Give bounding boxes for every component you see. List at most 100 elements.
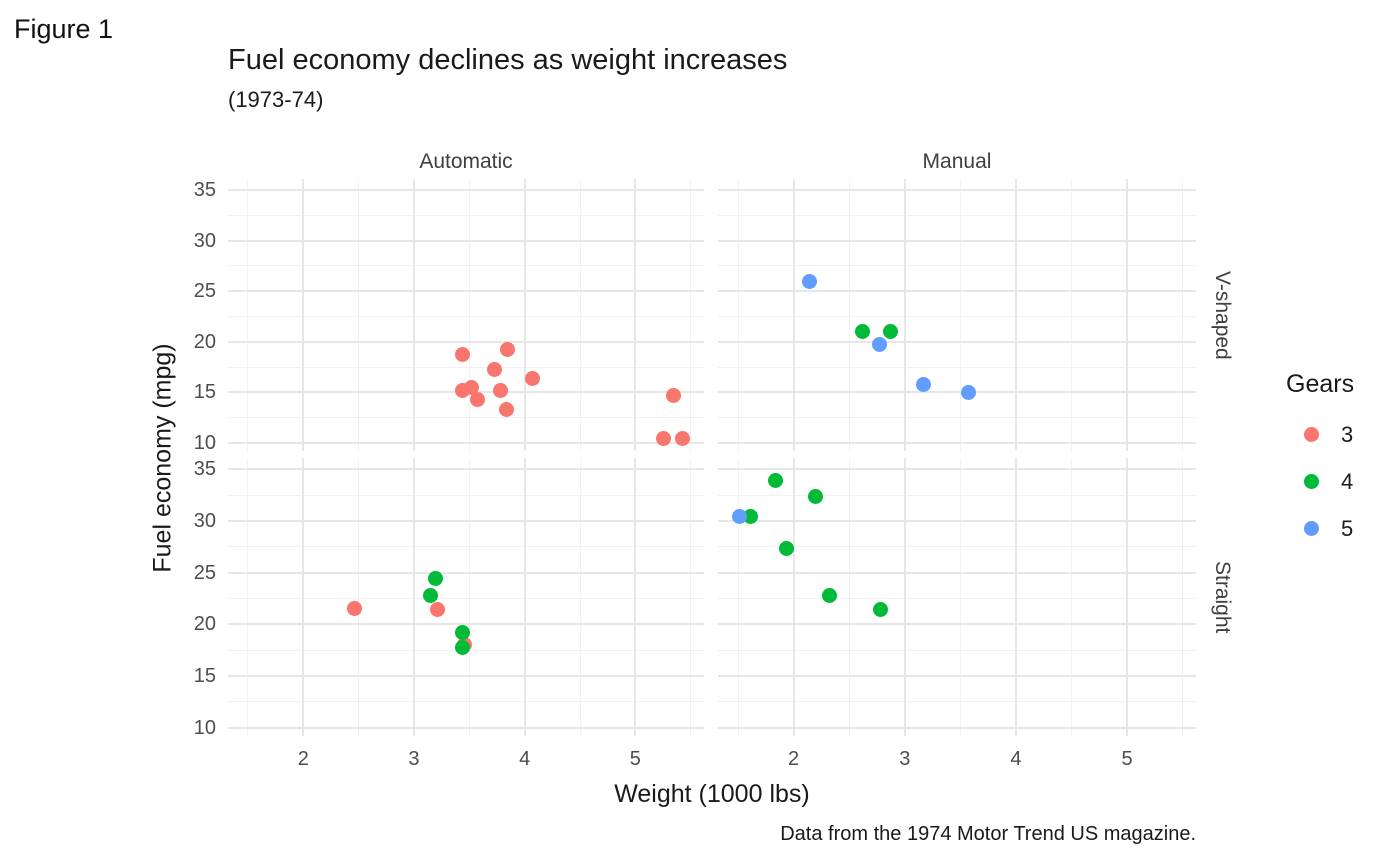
major-gridline-vertical	[523, 179, 526, 451]
data-point	[347, 601, 363, 617]
minor-gridline-vertical	[579, 179, 581, 451]
chart-subtitle: (1973-74)	[228, 87, 324, 112]
legend-label: 3	[1341, 421, 1354, 447]
minor-gridline-vertical	[468, 458, 470, 736]
minor-gridline-vertical	[247, 458, 249, 736]
y-tick-label: 15	[193, 381, 216, 404]
data-point	[871, 337, 887, 353]
y-tick-label: 25	[193, 280, 216, 303]
minor-gridline-vertical	[1070, 179, 1072, 451]
minor-gridline-vertical	[737, 458, 739, 736]
minor-gridline-horizontal	[228, 366, 704, 368]
minor-gridline-vertical	[247, 179, 249, 451]
y-tick-label: 10	[193, 716, 216, 739]
major-gridline-vertical	[1014, 458, 1017, 736]
major-gridline-horizontal	[718, 571, 1196, 574]
legend-title: Gears	[1286, 370, 1355, 398]
data-point	[655, 431, 671, 447]
legend: Gears 3 4 5	[1286, 370, 1354, 552]
minor-gridline-horizontal	[228, 494, 704, 496]
y-tick-label: 35	[193, 179, 216, 202]
major-gridline-horizontal	[718, 726, 1196, 729]
minor-gridline-horizontal	[228, 316, 704, 318]
minor-gridline-horizontal	[718, 649, 1196, 651]
x-tick-label: 5	[1121, 748, 1133, 770]
major-gridline-horizontal	[718, 623, 1196, 626]
minor-gridline-horizontal	[718, 701, 1196, 703]
data-point	[499, 402, 515, 418]
legend-key-dot-red	[1304, 427, 1319, 442]
minor-gridline-horizontal	[228, 598, 704, 600]
data-point	[500, 342, 515, 358]
minor-gridline-vertical	[959, 179, 961, 451]
data-point	[916, 376, 932, 392]
data-point	[883, 324, 899, 340]
major-gridline-vertical	[634, 458, 637, 736]
data-point	[778, 541, 794, 557]
data-point	[487, 361, 503, 377]
x-tick-label: 2	[297, 748, 309, 770]
y-tick-label: 35	[193, 458, 216, 481]
y-tick-label: 20	[193, 330, 216, 353]
major-gridline-vertical	[1126, 179, 1129, 451]
legend-item-gear-5: 5	[1286, 505, 1354, 552]
facet-panel	[718, 179, 1196, 451]
facet-strip-manual: Manual	[922, 150, 992, 173]
major-gridline-horizontal	[718, 520, 1196, 523]
data-point	[808, 488, 824, 504]
chart-title: Fuel economy declines as weight increase…	[228, 44, 788, 76]
data-point	[469, 391, 485, 407]
x-tick-label: 3	[899, 748, 911, 770]
data-point	[492, 382, 508, 398]
data-point	[423, 587, 439, 603]
data-point	[455, 347, 471, 363]
minor-gridline-horizontal	[718, 494, 1196, 496]
y-tick-label: 15	[193, 665, 216, 688]
minor-gridline-vertical	[690, 458, 692, 736]
minor-gridline-horizontal	[718, 214, 1196, 216]
minor-gridline-vertical	[690, 179, 692, 451]
minor-gridline-vertical	[848, 458, 850, 736]
x-tick-label: 4	[1010, 748, 1022, 770]
legend-item-gear-4: 4	[1286, 458, 1354, 505]
minor-gridline-horizontal	[718, 265, 1196, 267]
major-gridline-horizontal	[228, 239, 704, 242]
facet-panel	[228, 179, 704, 451]
x-tick-label: 5	[629, 748, 641, 770]
major-gridline-horizontal	[718, 239, 1196, 242]
x-tick-label: 4	[519, 748, 531, 770]
major-gridline-horizontal	[228, 189, 704, 192]
major-gridline-vertical	[792, 458, 795, 736]
legend-key-dot-green	[1304, 474, 1319, 489]
major-gridline-vertical	[1126, 458, 1129, 736]
data-point	[430, 602, 446, 618]
minor-gridline-vertical	[1070, 458, 1072, 736]
major-gridline-horizontal	[718, 290, 1196, 293]
x-tick-label: 3	[408, 748, 420, 770]
minor-gridline-vertical	[358, 458, 360, 736]
legend-label: 4	[1341, 468, 1354, 494]
major-gridline-vertical	[634, 179, 637, 451]
major-gridline-horizontal	[228, 571, 704, 574]
data-point	[674, 431, 690, 447]
major-gridline-vertical	[903, 458, 906, 736]
y-tick-label: 10	[193, 431, 216, 454]
x-tick-label: 2	[788, 748, 800, 770]
major-gridline-horizontal	[228, 468, 704, 471]
major-gridline-horizontal	[718, 468, 1196, 471]
minor-gridline-horizontal	[718, 366, 1196, 368]
data-point	[801, 273, 817, 289]
major-gridline-horizontal	[228, 675, 704, 678]
minor-gridline-horizontal	[228, 701, 704, 703]
major-gridline-vertical	[302, 458, 305, 736]
minor-gridline-horizontal	[228, 417, 704, 419]
major-gridline-horizontal	[718, 441, 1196, 444]
data-point	[855, 324, 870, 340]
major-gridline-horizontal	[228, 623, 704, 626]
minor-gridline-horizontal	[228, 214, 704, 216]
data-point	[872, 602, 888, 618]
major-gridline-vertical	[412, 458, 415, 736]
data-point	[455, 639, 471, 655]
major-gridline-horizontal	[228, 726, 704, 729]
